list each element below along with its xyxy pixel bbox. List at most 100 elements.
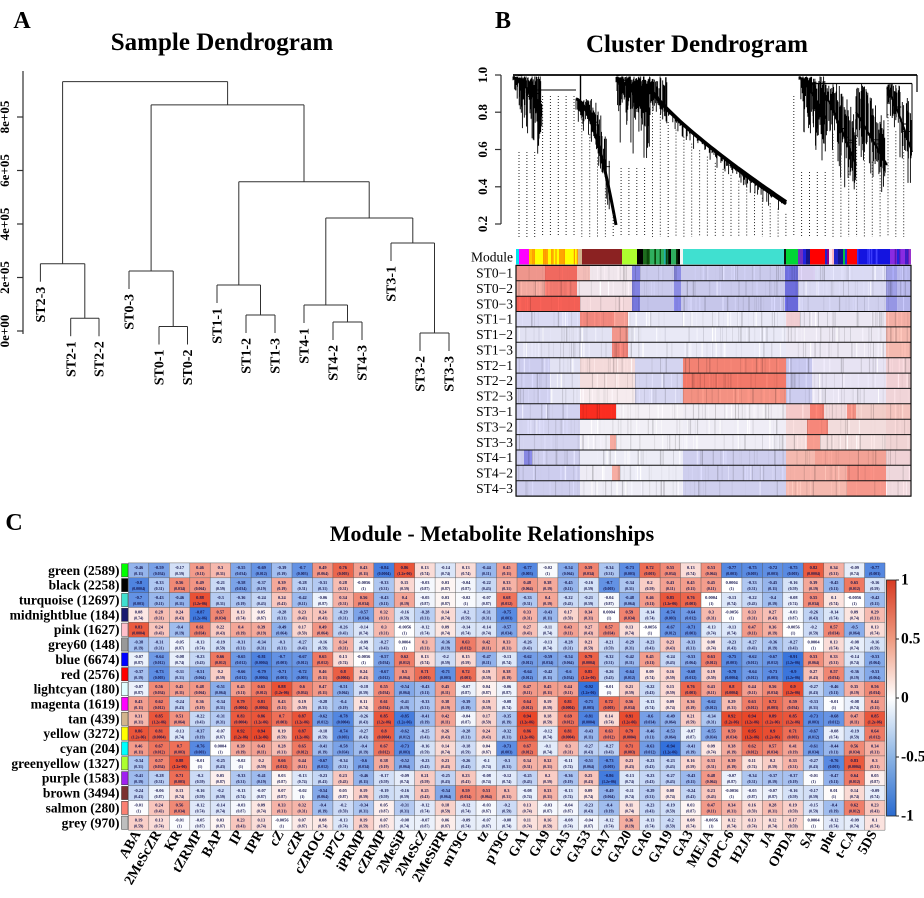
svg-text:0.0004: 0.0004 bbox=[398, 639, 411, 644]
svg-text:(1.2e-06): (1.2e-06) bbox=[786, 676, 801, 680]
svg-text:0.03: 0.03 bbox=[278, 773, 286, 778]
svg-text:0.24: 0.24 bbox=[319, 610, 327, 615]
svg-text:0.31: 0.31 bbox=[135, 714, 143, 719]
svg-text:(0.034): (0.034) bbox=[828, 676, 840, 680]
svg-text:-0.13: -0.13 bbox=[175, 729, 185, 734]
svg-text:-0.05: -0.05 bbox=[175, 639, 185, 644]
svg-text:(0.012): (0.012) bbox=[665, 632, 677, 636]
svg-text:0.49: 0.49 bbox=[319, 565, 327, 570]
svg-text:(0.74): (0.74) bbox=[645, 676, 655, 680]
svg-text:-0.42: -0.42 bbox=[543, 669, 552, 674]
svg-text:(1.2e-06): (1.2e-06) bbox=[152, 721, 167, 725]
svg-text:(1.2e-06): (1.2e-06) bbox=[295, 721, 310, 725]
svg-text:(0.74): (0.74) bbox=[563, 825, 573, 829]
svg-text:0.4: 0.4 bbox=[475, 178, 490, 195]
svg-text:-0.59: -0.59 bbox=[155, 565, 165, 570]
svg-text:(0.31): (0.31) bbox=[727, 810, 737, 814]
svg-text:(0.012): (0.012) bbox=[767, 661, 779, 665]
svg-text:(0.43): (0.43) bbox=[604, 676, 614, 680]
svg-text:0.33: 0.33 bbox=[748, 610, 756, 615]
svg-text:(0.31): (0.31) bbox=[420, 706, 430, 710]
svg-text:-0.39: -0.39 bbox=[461, 699, 471, 704]
svg-text:(0.31): (0.31) bbox=[502, 646, 512, 650]
svg-text:(0.012): (0.012) bbox=[297, 750, 309, 754]
svg-text:0.81: 0.81 bbox=[257, 699, 265, 704]
svg-text:0.56: 0.56 bbox=[851, 743, 859, 748]
svg-text:0.33: 0.33 bbox=[544, 788, 552, 793]
svg-text:(0.31): (0.31) bbox=[563, 750, 573, 754]
svg-text:0.62: 0.62 bbox=[401, 654, 409, 659]
svg-text:0.72: 0.72 bbox=[646, 565, 654, 570]
svg-text:(0.59): (0.59) bbox=[809, 795, 819, 799]
svg-text:-0.33: -0.33 bbox=[155, 580, 165, 585]
svg-text:-0.27: -0.27 bbox=[788, 639, 798, 644]
svg-text:(0.43): (0.43) bbox=[461, 765, 471, 769]
svg-text:(0.19): (0.19) bbox=[727, 750, 737, 754]
svg-text:(0.11): (0.11) bbox=[482, 646, 492, 650]
svg-text:0.61: 0.61 bbox=[196, 625, 204, 630]
svg-text:-0.27: -0.27 bbox=[359, 729, 369, 734]
svg-text:0.65: 0.65 bbox=[298, 743, 306, 748]
svg-text:-0.81: -0.81 bbox=[257, 654, 266, 659]
svg-text:(0.19): (0.19) bbox=[277, 587, 287, 591]
svg-text:(1.2e-06): (1.2e-06) bbox=[745, 721, 760, 725]
svg-text:0.94: 0.94 bbox=[523, 714, 531, 719]
svg-text:(1.2e-06): (1.2e-06) bbox=[254, 736, 269, 740]
svg-text:(0.87): (0.87) bbox=[482, 750, 492, 754]
svg-text:-0.72: -0.72 bbox=[768, 565, 777, 570]
svg-text:(0.87): (0.87) bbox=[257, 617, 267, 621]
svg-text:(0.064): (0.064) bbox=[808, 661, 820, 665]
svg-text:(0.59): (0.59) bbox=[195, 795, 205, 799]
svg-text:(0.11): (0.11) bbox=[175, 602, 185, 606]
svg-text:(0.19): (0.19) bbox=[257, 780, 267, 784]
svg-text:-0.78: -0.78 bbox=[727, 669, 737, 674]
svg-text:0.8: 0.8 bbox=[340, 669, 346, 674]
svg-text:-0.09: -0.09 bbox=[850, 818, 860, 823]
svg-text:-0.29: -0.29 bbox=[625, 639, 635, 644]
svg-text:0.07: 0.07 bbox=[278, 788, 286, 793]
svg-text:-0.73: -0.73 bbox=[400, 743, 410, 748]
svg-text:(0.43): (0.43) bbox=[522, 780, 532, 784]
svg-text:(0.74): (0.74) bbox=[706, 646, 716, 650]
svg-text:(0.74): (0.74) bbox=[359, 706, 369, 710]
svg-text:0.43: 0.43 bbox=[564, 625, 572, 630]
svg-text:0.9: 0.9 bbox=[790, 684, 796, 689]
svg-text:(0.11): (0.11) bbox=[543, 676, 553, 680]
svg-text:-0.45: -0.45 bbox=[768, 580, 778, 585]
svg-text:-0.33: -0.33 bbox=[523, 595, 533, 600]
svg-text:turquoise (12697): turquoise (12697) bbox=[19, 593, 120, 608]
svg-text:black (2258): black (2258) bbox=[49, 578, 120, 593]
svg-text:0.19: 0.19 bbox=[360, 818, 368, 823]
svg-text:(0.003): (0.003) bbox=[787, 736, 799, 740]
svg-text:-0.13: -0.13 bbox=[195, 639, 205, 644]
svg-text:(0.31): (0.31) bbox=[461, 736, 471, 740]
svg-text:-0.28: -0.28 bbox=[420, 610, 430, 615]
svg-text:-0.22: -0.22 bbox=[195, 714, 204, 719]
svg-text:-0.26: -0.26 bbox=[523, 639, 533, 644]
svg-text:0.55: 0.55 bbox=[666, 565, 674, 570]
svg-text:(0.0004): (0.0004) bbox=[725, 691, 739, 695]
svg-text:0.39: 0.39 bbox=[810, 580, 818, 585]
svg-text:-0.2: -0.2 bbox=[503, 803, 510, 808]
svg-text:(0.31): (0.31) bbox=[379, 587, 389, 591]
svg-text:0.65: 0.65 bbox=[257, 684, 265, 689]
svg-text:(0.012): (0.012) bbox=[685, 676, 697, 680]
svg-text:(0.19): (0.19) bbox=[461, 706, 471, 710]
svg-text:-0.27: -0.27 bbox=[748, 639, 758, 644]
svg-text:(1): (1) bbox=[402, 632, 407, 636]
svg-text:-0.2: -0.2 bbox=[197, 773, 204, 778]
svg-text:-0.31: -0.31 bbox=[318, 580, 327, 585]
svg-text:(0.74): (0.74) bbox=[522, 810, 532, 814]
svg-text:(0.87): (0.87) bbox=[236, 810, 246, 814]
svg-text:(0.11): (0.11) bbox=[645, 736, 655, 740]
svg-text:(0.31): (0.31) bbox=[154, 617, 164, 621]
svg-text:(0.43): (0.43) bbox=[809, 691, 819, 695]
svg-text:(0.11): (0.11) bbox=[829, 780, 839, 784]
svg-text:(0.43): (0.43) bbox=[338, 632, 348, 636]
svg-text:-0.86: -0.86 bbox=[604, 773, 614, 778]
svg-text:(0.0004): (0.0004) bbox=[848, 765, 862, 769]
svg-text:0.2: 0.2 bbox=[647, 580, 653, 585]
svg-text:0.07: 0.07 bbox=[380, 818, 388, 823]
svg-text:(0.59): (0.59) bbox=[543, 825, 553, 829]
svg-text:(0.31): (0.31) bbox=[522, 617, 532, 621]
